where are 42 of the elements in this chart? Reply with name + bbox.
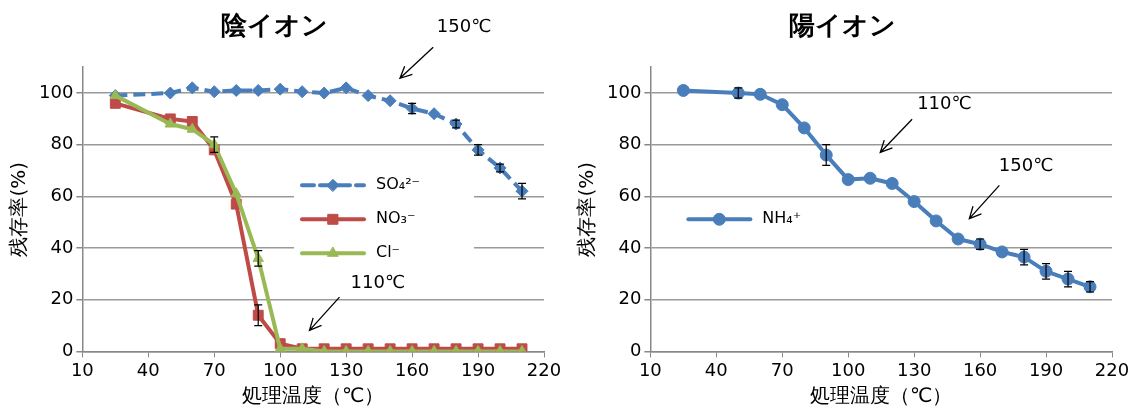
x-tick-label: 40 [704,358,728,380]
x-tick-label: 220 [526,358,562,380]
x-axis-title: 処理温度（℃） [241,383,385,408]
annotation: 110℃ [350,271,406,293]
y-tick-label: 20 [618,287,642,309]
x-tick-label: 190 [1028,358,1064,380]
chart-title: 陰イオン [220,10,328,41]
y-tick-label: 100 [607,80,642,102]
x-tick-label: 10 [638,358,662,380]
text: 150℃ [436,15,492,37]
x-tick-label: 70 [202,358,226,380]
annotation: 150℃ [998,154,1054,176]
y-tick-label: 40 [50,235,74,257]
y-axis-title: 残存率(%) [574,162,599,257]
y-tick-label: 100 [39,80,74,102]
y-tick-label: 0 [629,339,642,361]
x-tick-label: 160 [962,358,998,380]
x-tick-label: 220 [1094,358,1130,380]
y-tick-label: 80 [618,132,642,154]
x-tick-label: 160 [394,358,430,380]
chart-title: 陽イオン [788,10,896,41]
legend-label: Cl⁻ [376,242,401,262]
x-tick-label: 130 [328,358,364,380]
y-tick-label: 60 [50,184,74,206]
y-tick-label: 40 [618,235,642,257]
legend-label: NO₃⁻ [376,208,416,228]
y-tick-label: 80 [50,132,74,154]
y-tick-label: 20 [50,287,74,309]
x-tick-label: 100 [831,358,866,380]
x-axis-title: 処理温度（℃） [809,383,953,408]
y-tick-label: 0 [61,339,74,361]
x-tick-label: 190 [460,358,496,380]
x-tick-label: 130 [896,358,932,380]
x-tick-label: 10 [70,358,94,380]
x-tick-label: 100 [263,358,298,380]
x-tick-label: 70 [770,358,794,380]
y-axis-title: 残存率(%) [6,162,31,257]
legend-label: NH₄⁺ [762,208,802,228]
x-tick-label: 40 [136,358,160,380]
y-tick-label: 60 [618,184,642,206]
legend-label: SO₄²⁻ [376,174,421,194]
annotation: 110℃ [917,92,972,114]
